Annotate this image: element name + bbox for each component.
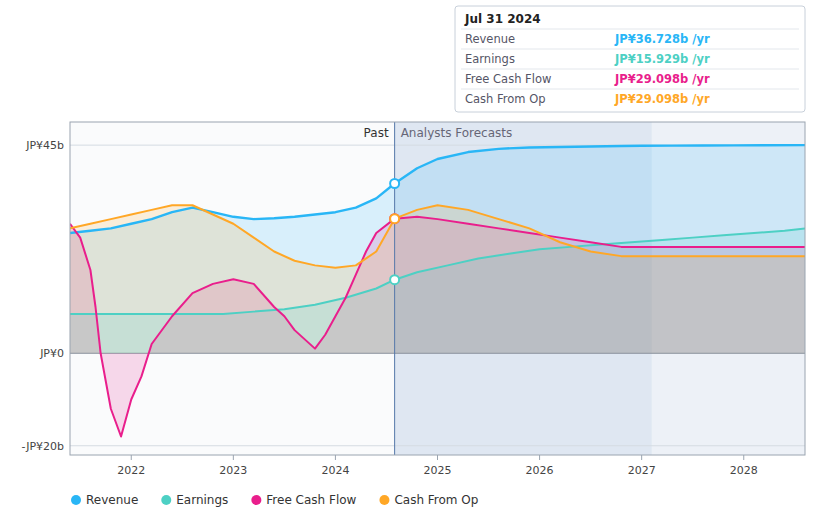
tooltip-title: Jul 31 2024 — [464, 12, 541, 26]
x-tick-label: 2027 — [628, 464, 656, 477]
legend-label: Earnings — [176, 493, 228, 507]
y-tick-label: JP¥45b — [25, 139, 64, 152]
tooltip-separator — [461, 29, 799, 30]
series-line — [70, 217, 805, 437]
tooltip-label: Earnings — [465, 52, 515, 66]
legend-label: Revenue — [86, 493, 138, 507]
tooltip-label: Cash From Op — [465, 92, 546, 106]
legend-swatch — [251, 495, 261, 505]
tooltip-value: JP¥29.098b /yr — [614, 92, 710, 106]
area-fill — [70, 205, 805, 353]
series-line — [70, 205, 805, 267]
x-tick — [539, 455, 540, 460]
x-tick-label: 2024 — [321, 464, 349, 477]
divider-label: Past — [364, 126, 389, 140]
highlight-dot — [390, 214, 399, 223]
x-tick-label: 2023 — [219, 464, 247, 477]
x-tick — [335, 455, 336, 460]
highlight-dot — [390, 214, 399, 223]
legend-swatch — [161, 495, 171, 505]
legend-label: Free Cash Flow — [266, 493, 356, 507]
legend: Revenue Earnings Free Cash Flow Cash From O… — [71, 493, 478, 507]
legend-label: Cash From Op — [394, 493, 478, 507]
x-tick — [437, 455, 438, 460]
page: {"chart_data": { "type": "area", "xlim":… — [0, 0, 821, 524]
legend-item: Earnings — [161, 493, 228, 507]
x-tick-label: 2022 — [117, 464, 145, 477]
series-line — [70, 228, 805, 314]
legend-item: Revenue — [71, 493, 138, 507]
divider-label: Analysts Forecasts — [401, 126, 513, 140]
chart: Past Analysts Forecasts JP¥45b JP¥0 -JP¥20b 2… — [0, 0, 821, 524]
x-tick — [233, 455, 234, 460]
legend-swatch — [379, 495, 389, 505]
tooltip-separator — [461, 69, 799, 70]
tooltip-separator — [461, 89, 799, 90]
tooltip-box — [455, 6, 805, 112]
tooltip-value: JP¥29.098b /yr — [614, 72, 710, 86]
x-tick — [131, 455, 132, 460]
grid-line — [70, 445, 805, 446]
x-tick-label: 2025 — [424, 464, 452, 477]
y-tick-label: -JP¥20b — [22, 440, 64, 453]
tooltip-value: JP¥36.728b /yr — [614, 32, 710, 46]
plot-frame — [70, 122, 805, 455]
area-fill — [70, 145, 805, 353]
y-tick-label: JP¥0 — [39, 347, 64, 360]
x-tick-label: 2026 — [526, 464, 554, 477]
tooltip-label: Revenue — [465, 32, 515, 46]
divider-line — [394, 122, 395, 455]
plot-background — [70, 122, 805, 455]
tooltip-value: JP¥15.929b /yr — [614, 52, 710, 66]
tooltip-label: Free Cash Flow — [465, 72, 551, 86]
legend-item: Free Cash Flow — [251, 493, 356, 507]
legend-item: Cash From Op — [379, 493, 478, 507]
tooltip: Jul 31 2024 Revenue JP¥36.728b /yr Earnings… — [455, 6, 805, 112]
x-tick — [641, 455, 642, 460]
x-tick-label: 2028 — [730, 464, 758, 477]
plot-area — [70, 122, 805, 455]
legend-swatch — [71, 495, 81, 505]
highlight-dot — [390, 275, 399, 284]
x-tick — [743, 455, 744, 460]
highlight-dot — [390, 179, 399, 188]
tooltip-separator — [461, 49, 799, 50]
